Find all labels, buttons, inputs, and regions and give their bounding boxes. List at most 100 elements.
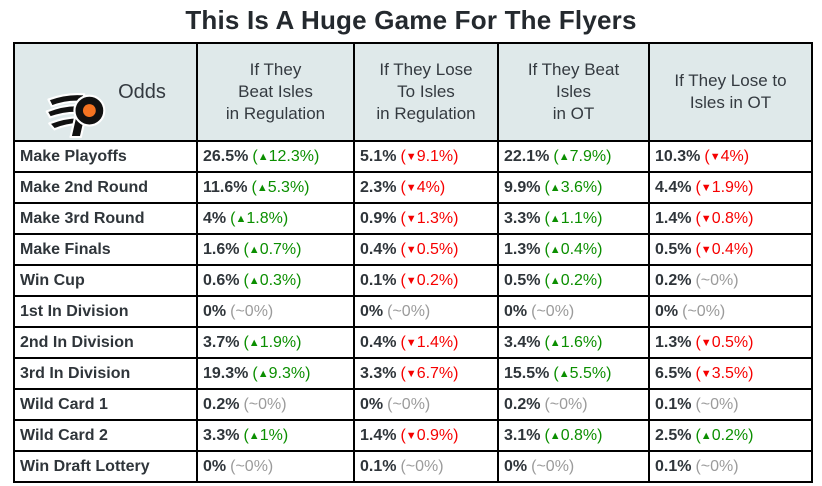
odds-cell: 15.5% (▲5.5%) xyxy=(497,357,650,391)
probability-value: 11.6% xyxy=(203,178,248,196)
down-arrow-icon: ▼ xyxy=(405,150,417,163)
col-header-beat-ot: If They Beat Isles in OT xyxy=(497,41,650,143)
odds-cell: 0.2% (~0%) xyxy=(497,388,650,422)
change-value: (▼1.4%) xyxy=(400,333,459,351)
change-value: (▲9.3%) xyxy=(252,364,311,382)
odds-cell: 0% (~0%) xyxy=(353,388,499,422)
table-row: 2nd In Division 3.7% (▲1.9%) 0.4% (▼1.4%) 3.4… xyxy=(13,326,813,360)
probability-value: 0.5% xyxy=(655,240,692,258)
row-label: Wild Card 1 xyxy=(13,388,198,422)
change-value: (▲12.3%) xyxy=(252,147,320,165)
up-arrow-icon: ▲ xyxy=(549,336,561,349)
change-value: (▼0.9%) xyxy=(400,426,459,444)
up-arrow-icon: ▲ xyxy=(549,212,561,225)
probability-value: 0.2% xyxy=(203,395,240,413)
probability-value: 1.4% xyxy=(655,209,692,227)
probability-value: 0.2% xyxy=(504,395,541,413)
up-arrow-icon: ▲ xyxy=(248,243,260,256)
odds-cell: 0% (~0%) xyxy=(497,295,650,329)
change-value: (~0%) xyxy=(695,457,739,475)
probability-value: 0% xyxy=(655,302,679,320)
up-arrow-icon: ▲ xyxy=(257,367,269,380)
down-arrow-icon: ▼ xyxy=(405,181,417,194)
probability-value: 4% xyxy=(203,209,227,227)
table-row: Wild Card 1 0.2% (~0%) 0% (~0%) 0.2% (~0%) 0.1%… xyxy=(13,388,813,422)
change-value: (▼1.9%) xyxy=(695,178,754,196)
row-label: 3rd In Division xyxy=(13,357,198,391)
row-label: Make 3rd Round xyxy=(13,202,198,236)
change-value: (▼0.5%) xyxy=(695,333,754,351)
table-row: 1st In Division 0% (~0%) 0% (~0%) 0% (~0%) 0% (~… xyxy=(13,295,813,329)
odds-cell: 0.4% (▼0.5%) xyxy=(353,233,499,267)
change-value: (▲1.1%) xyxy=(544,209,603,227)
probability-value: 3.1% xyxy=(504,426,541,444)
up-arrow-icon: ▲ xyxy=(549,181,561,194)
down-arrow-icon: ▼ xyxy=(700,367,712,380)
odds-cell: 10.3% (▼4%) xyxy=(648,140,813,174)
probability-value: 5.1% xyxy=(360,147,397,165)
probability-value: 1.3% xyxy=(504,240,541,258)
change-value: (~0%) xyxy=(243,395,287,413)
down-arrow-icon: ▼ xyxy=(405,243,417,256)
odds-cell: 0% (~0%) xyxy=(497,450,650,484)
odds-cell: 0% (~0%) xyxy=(648,295,813,329)
probability-value: 22.1% xyxy=(504,147,550,165)
up-arrow-icon: ▲ xyxy=(549,243,561,256)
odds-cell: 2.5% (▲0.2%) xyxy=(648,419,813,453)
probability-value: 9.9% xyxy=(504,178,541,196)
odds-cell: 19.3% (▲9.3%) xyxy=(196,357,355,391)
up-arrow-icon: ▲ xyxy=(700,429,712,442)
col-header-lose-regulation: If They Lose To Isles in Regulation xyxy=(353,41,499,143)
odds-cell: 0.2% (~0%) xyxy=(648,264,813,298)
odds-table-body: Make Playoffs 26.5% (▲12.3%) 5.1% (▼9.1%) 22.… xyxy=(13,140,813,484)
odds-cell: 9.9% (▲3.6%) xyxy=(497,171,650,205)
col-header-lose-ot: If They Lose to Isles in OT xyxy=(648,41,813,143)
col-header-beat-regulation: If They Beat Isles in Regulation xyxy=(196,41,355,143)
probability-value: 0% xyxy=(360,395,384,413)
probability-value: 1.6% xyxy=(203,240,240,258)
change-value: (▼6.7%) xyxy=(400,364,459,382)
probability-value: 0.1% xyxy=(655,457,692,475)
probability-value: 2.5% xyxy=(655,426,692,444)
change-value: (▲1.8%) xyxy=(230,209,289,227)
odds-cell: 4.4% (▼1.9%) xyxy=(648,171,813,205)
up-arrow-icon: ▲ xyxy=(558,150,570,163)
probability-value: 0.1% xyxy=(655,395,692,413)
change-value: (▼3.5%) xyxy=(695,364,754,382)
probability-value: 0.4% xyxy=(360,333,397,351)
odds-cell: 0.5% (▼0.4%) xyxy=(648,233,813,267)
change-value: (▲0.8%) xyxy=(544,426,603,444)
odds-cell: 11.6% (▲5.3%) xyxy=(196,171,355,205)
row-label: Make Playoffs xyxy=(13,140,198,174)
odds-cell: 0.4% (▼1.4%) xyxy=(353,326,499,360)
probability-value: 3.4% xyxy=(504,333,541,351)
change-value: (▲1%) xyxy=(243,426,289,444)
table-row: Make Playoffs 26.5% (▲12.3%) 5.1% (▼9.1%) 22.… xyxy=(13,140,813,174)
odds-cell: 0.9% (▼1.3%) xyxy=(353,202,499,236)
down-arrow-icon: ▼ xyxy=(700,212,712,225)
up-arrow-icon: ▲ xyxy=(257,150,269,163)
odds-cell: 0% (~0%) xyxy=(196,295,355,329)
odds-cell: 26.5% (▲12.3%) xyxy=(196,140,355,174)
odds-cell: 0.5% (▲0.2%) xyxy=(497,264,650,298)
down-arrow-icon: ▼ xyxy=(405,336,417,349)
up-arrow-icon: ▲ xyxy=(248,336,260,349)
odds-cell: 0.1% (~0%) xyxy=(353,450,499,484)
probability-value: 10.3% xyxy=(655,147,701,165)
change-value: (▲0.4%) xyxy=(544,240,603,258)
probability-value: 6.5% xyxy=(655,364,692,382)
down-arrow-icon: ▼ xyxy=(700,243,712,256)
row-label: Win Cup xyxy=(13,264,198,298)
table-row: Win Cup 0.6% (▲0.3%) 0.1% (▼0.2%) 0.5% (▲0.2%)… xyxy=(13,264,813,298)
probability-value: 3.7% xyxy=(203,333,240,351)
change-value: (~0%) xyxy=(400,457,444,475)
change-value: (~0%) xyxy=(695,395,739,413)
up-arrow-icon: ▲ xyxy=(549,274,561,287)
probability-value: 3.3% xyxy=(360,364,397,382)
probability-value: 26.5% xyxy=(203,147,249,165)
down-arrow-icon: ▼ xyxy=(405,274,417,287)
change-value: (▼9.1%) xyxy=(400,147,459,165)
change-value: (▼0.8%) xyxy=(695,209,754,227)
row-label: Win Draft Lottery xyxy=(13,450,198,484)
down-arrow-icon: ▼ xyxy=(405,429,417,442)
